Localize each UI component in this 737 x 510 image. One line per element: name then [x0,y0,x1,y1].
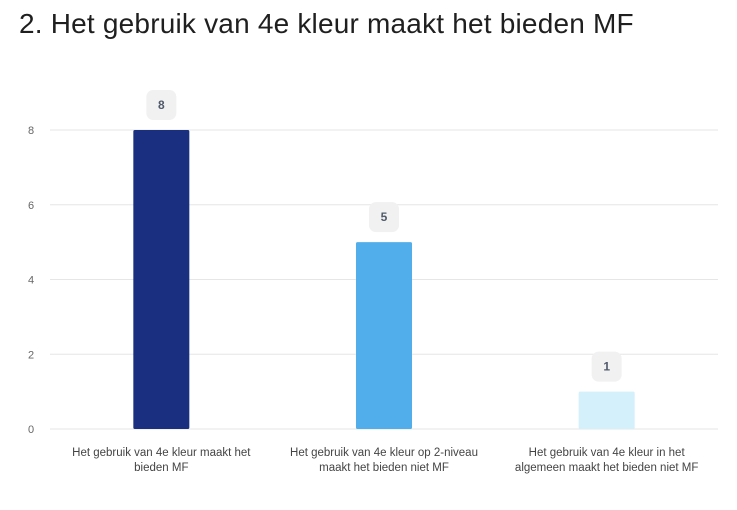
data-label-badge-2 [369,202,399,233]
data-label-2: 5 [381,210,388,224]
data-label-badge-1 [146,90,177,120]
data-label-badge-3 [591,351,622,382]
bars [133,130,635,429]
bar-3 [578,391,635,429]
x-axis-category-labels: Het gebruik van 4e kleur maakt het bieden… [72,447,698,474]
y-tick-label-8: 8 [28,125,34,137]
y-tick-label-4: 4 [28,275,34,287]
category-label-1: Het gebruik van 4e kleur maakt het bieden… [72,447,251,474]
data-label-3: 1 [603,360,610,374]
data-labels: 8 5 1 [146,90,622,382]
category-label-3: Het gebruik van 4e kleur in het algemeen … [515,447,698,474]
category-label-2: Het gebruik van 4e kleur op 2-niveau maak… [290,447,478,474]
bar-2 [356,242,412,429]
bar-1 [133,130,190,429]
chart-title: 2. Het gebruik van 4e kleur maakt het bi… [19,8,634,39]
data-label-1: 8 [158,98,165,112]
y-tick-label-2: 2 [28,349,34,361]
y-tick-label-0: 0 [28,424,34,436]
y-axis-tick-labels: 0 2 4 6 8 [28,125,34,436]
y-tick-label-6: 6 [28,200,34,212]
